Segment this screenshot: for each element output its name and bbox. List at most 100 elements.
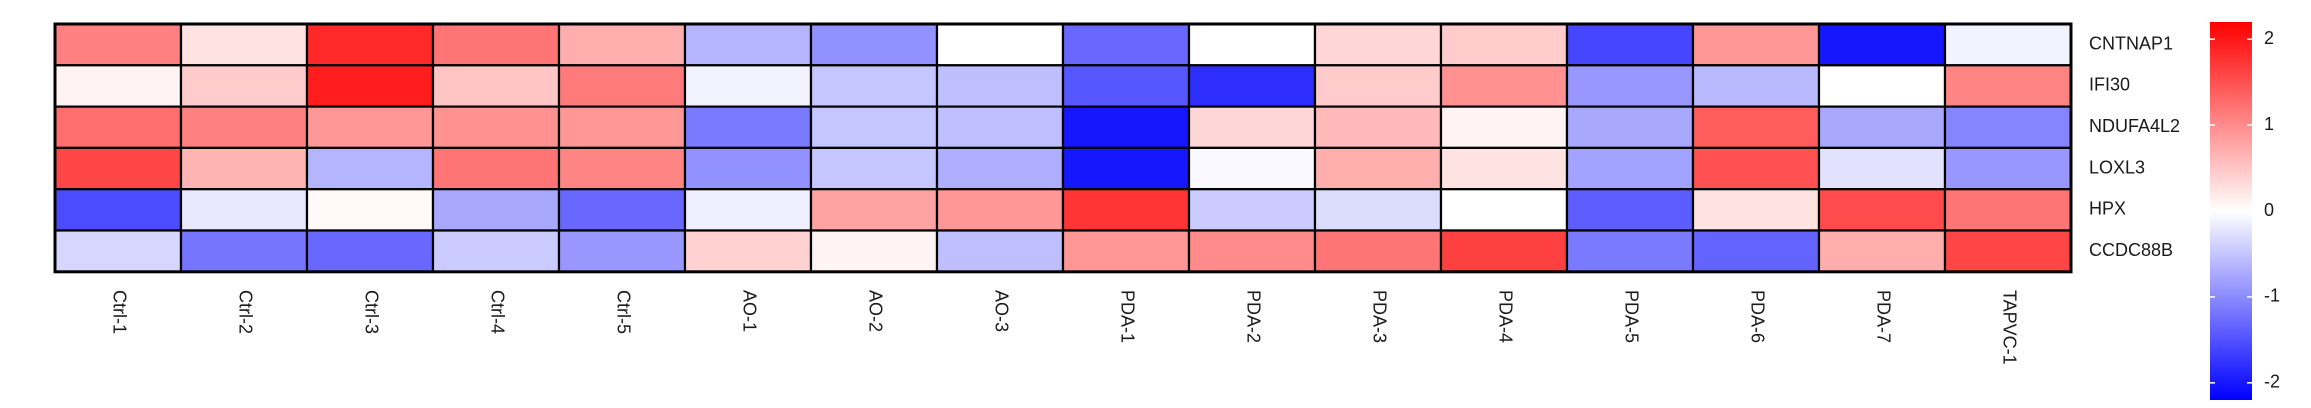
heatmap-cell — [431, 22, 561, 67]
heatmap-cell — [1439, 188, 1569, 232]
heatmap-cell — [935, 229, 1065, 273]
column-label: TAPVC-1 — [1999, 290, 2019, 365]
heatmap-cell — [1565, 105, 1695, 149]
heatmap-cell — [1313, 22, 1443, 67]
colorbar-tick-label: 2 — [2264, 28, 2274, 48]
heatmap-cell — [1817, 188, 1947, 232]
heatmap-cell — [179, 64, 309, 108]
heatmap-cell — [683, 64, 813, 108]
column-label: PDA-3 — [1369, 290, 1389, 343]
heatmap-cell — [431, 64, 561, 108]
heatmap-cell — [557, 146, 687, 191]
heatmap-cell — [1187, 229, 1317, 273]
heatmap-cell — [1187, 105, 1317, 149]
heatmap-cell — [683, 105, 813, 149]
heatmap-cell — [683, 188, 813, 232]
column-label: AO-2 — [865, 290, 885, 332]
heatmap-cell — [1817, 22, 1947, 67]
heatmap-cell — [179, 188, 309, 232]
heatmap-cell — [53, 188, 183, 232]
heatmap-cell — [809, 188, 939, 232]
colorbar-tick-label: -1 — [2264, 286, 2280, 306]
heatmap-cell — [431, 188, 561, 232]
heatmap-cell — [179, 105, 309, 149]
row-labels: CNTNAP1 IFI30 NDUFA4L2 LOXL3 HPX CCDC88B — [2089, 33, 2180, 259]
heatmap-cell — [557, 229, 687, 273]
colorbar-legend: 2 1 0 -1 -2 — [2210, 22, 2280, 400]
heatmap-cell — [1439, 22, 1569, 67]
heatmap-cell — [305, 229, 435, 273]
heatmap-cell — [1691, 146, 1821, 191]
heatmap-cell — [1439, 64, 1569, 108]
column-label: AO-1 — [739, 290, 759, 332]
column-label: AO-3 — [991, 290, 1011, 332]
heatmap-cell — [935, 64, 1065, 108]
heatmap-cell — [1943, 105, 2073, 149]
row-label: NDUFA4L2 — [2089, 116, 2180, 136]
heatmap-cell — [557, 188, 687, 232]
heatmap-cell — [809, 22, 939, 67]
heatmap-cell — [1061, 22, 1191, 67]
colorbar-gradient — [2210, 22, 2252, 400]
heatmap-border — [53, 22, 2073, 274]
heatmap-cell — [809, 105, 939, 149]
heatmap-cell — [431, 105, 561, 149]
heatmap-cell — [935, 105, 1065, 149]
column-label: Ctrl-5 — [613, 290, 633, 334]
heatmap-cell — [1187, 64, 1317, 108]
column-label: Ctrl-2 — [235, 290, 255, 334]
heatmap-cell — [1187, 146, 1317, 191]
heatmap-cell — [1565, 146, 1695, 191]
heatmap-cell — [935, 188, 1065, 232]
row-label: HPX — [2089, 199, 2126, 219]
heatmap-cell — [1187, 188, 1317, 232]
heatmap-cell — [1313, 188, 1443, 232]
heatmap-cell — [53, 229, 183, 273]
heatmap-cell — [53, 22, 183, 67]
heatmap-cell — [1565, 22, 1695, 67]
heatmap-cell — [1313, 229, 1443, 273]
heatmap-cell — [1943, 64, 2073, 108]
column-label: PDA-4 — [1495, 290, 1515, 343]
heatmap-cell — [557, 105, 687, 149]
heatmap-cell — [1943, 188, 2073, 232]
heatmap-cell — [683, 229, 813, 273]
heatmap-cell — [809, 146, 939, 191]
heatmap-cell — [1817, 105, 1947, 149]
heatmap-cell — [431, 229, 561, 273]
heatmap-cell — [1313, 146, 1443, 191]
heatmap-cell — [1817, 229, 1947, 273]
heatmap-cell — [1061, 188, 1191, 232]
heatmap-cell — [683, 22, 813, 67]
heatmap-cell — [1565, 64, 1695, 108]
heatmap-cell — [557, 64, 687, 108]
column-label: PDA-1 — [1117, 290, 1137, 343]
colorbar-tick-label: -2 — [2264, 372, 2280, 392]
row-label: IFI30 — [2089, 75, 2130, 95]
heatmap-cell — [179, 146, 309, 191]
heatmap-cell — [1565, 188, 1695, 232]
heatmap-cell — [935, 146, 1065, 191]
heatmap-cell — [809, 64, 939, 108]
column-labels: Ctrl-1 Ctrl-2 Ctrl-3 Ctrl-4 Ctrl-5 AO-1 AO-2 AO… — [109, 290, 2019, 365]
column-label: Ctrl-4 — [487, 290, 507, 334]
heatmap-cell — [1439, 146, 1569, 191]
column-label: Ctrl-1 — [109, 290, 129, 334]
heatmap-cell — [305, 146, 435, 191]
heatmap-cell — [1061, 146, 1191, 191]
column-label: PDA-7 — [1873, 290, 1893, 343]
column-label: PDA-5 — [1621, 290, 1641, 343]
heatmap-cell — [179, 22, 309, 67]
heatmap-cell — [179, 229, 309, 273]
heatmap-cell — [305, 188, 435, 232]
heatmap-cell — [1691, 229, 1821, 273]
heatmap-cell — [557, 22, 687, 67]
heatmap-cell — [1061, 64, 1191, 108]
row-label: CNTNAP1 — [2089, 33, 2173, 53]
heatmap-cell — [1691, 188, 1821, 232]
heatmap-cells — [53, 22, 2073, 274]
heatmap-cell — [1565, 229, 1695, 273]
colorbar-tick-label: 1 — [2264, 114, 2274, 134]
